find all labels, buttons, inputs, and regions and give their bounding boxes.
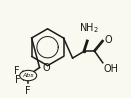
Text: F: F <box>25 86 31 96</box>
Text: Abs: Abs <box>22 73 34 78</box>
Text: O: O <box>105 35 112 45</box>
Ellipse shape <box>20 70 37 81</box>
Text: OH: OH <box>104 64 119 74</box>
Text: F: F <box>14 66 20 76</box>
Text: NH$_2$: NH$_2$ <box>79 21 99 35</box>
Text: O: O <box>42 63 50 73</box>
Text: F: F <box>15 75 20 85</box>
